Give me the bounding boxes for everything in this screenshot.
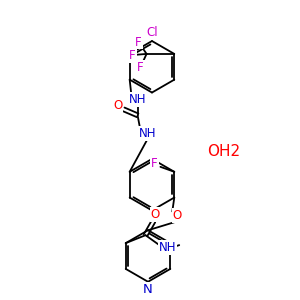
Text: F: F bbox=[135, 35, 142, 49]
Text: F: F bbox=[151, 158, 158, 170]
Text: F: F bbox=[129, 50, 136, 62]
Text: NH: NH bbox=[159, 241, 176, 254]
Text: O: O bbox=[172, 209, 182, 222]
Text: N: N bbox=[143, 283, 153, 296]
Text: NH: NH bbox=[129, 93, 146, 106]
Text: OH2: OH2 bbox=[208, 145, 241, 160]
Text: O: O bbox=[113, 99, 122, 112]
Text: O: O bbox=[151, 208, 160, 221]
Text: F: F bbox=[137, 61, 144, 74]
Text: NH: NH bbox=[139, 127, 156, 140]
Text: Cl: Cl bbox=[146, 26, 158, 39]
